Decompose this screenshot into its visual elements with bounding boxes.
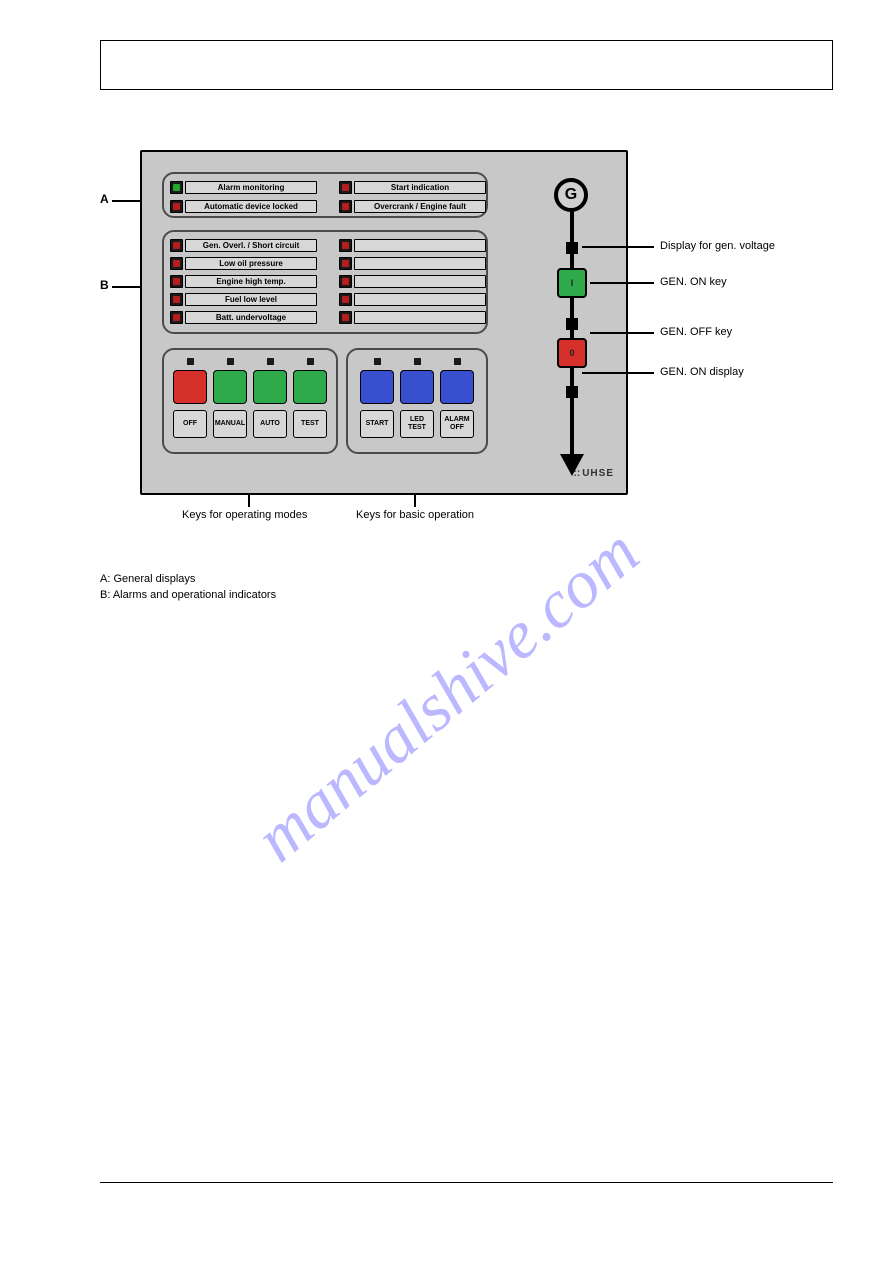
control-panel: Alarm monitoringAutomatic device locked … bbox=[140, 150, 628, 495]
key-label: LED TEST bbox=[400, 410, 434, 438]
generator-column: G I 0 bbox=[542, 178, 602, 478]
indicator bbox=[339, 309, 486, 325]
indicator: Batt. undervoltage bbox=[170, 309, 317, 325]
indicator-label bbox=[354, 275, 486, 288]
key-label: ALARM OFF bbox=[440, 410, 474, 438]
diagram: A B Alarm monitoring Automatic device loc… bbox=[100, 150, 760, 603]
indicator-label: Engine high temp. bbox=[185, 275, 317, 288]
legend-b: B: Alarms and operational indicators bbox=[100, 587, 760, 603]
callout-gen-on-display: GEN. ON display bbox=[660, 366, 744, 378]
red-led-icon bbox=[170, 293, 183, 306]
red-led-icon bbox=[339, 293, 352, 306]
indicator-label: Start indication bbox=[354, 181, 486, 194]
section-a: Alarm monitoringAutomatic device locked … bbox=[162, 172, 488, 218]
indicator-label: Batt. undervoltage bbox=[185, 311, 317, 324]
indicator-label: Alarm monitoring bbox=[185, 181, 317, 194]
indicator bbox=[339, 291, 486, 307]
indicator-label: Fuel low level bbox=[185, 293, 317, 306]
indicator: Overcrank / Engine fault bbox=[339, 198, 486, 214]
test-button[interactable] bbox=[293, 370, 327, 404]
red-led-icon bbox=[339, 257, 352, 270]
callout-line-1 bbox=[582, 246, 654, 248]
basic-caption: Keys for basic operation bbox=[356, 509, 474, 521]
section-b: Gen. Overl. / Short circuit Low oil press… bbox=[162, 230, 488, 334]
gen-off-key[interactable]: 0 bbox=[557, 338, 587, 368]
start-button[interactable] bbox=[360, 370, 394, 404]
led-test-button[interactable] bbox=[400, 370, 434, 404]
footer-line bbox=[100, 1182, 833, 1183]
key-indicator-icon bbox=[213, 358, 247, 368]
indicator-label bbox=[354, 239, 486, 252]
indicator-label: Gen. Overl. / Short circuit bbox=[185, 239, 317, 252]
indicator: Automatic device locked bbox=[170, 198, 317, 214]
key-indicator-icon bbox=[293, 358, 327, 368]
red-led-icon bbox=[170, 257, 183, 270]
alarm-off-button[interactable] bbox=[440, 370, 474, 404]
red-led-icon bbox=[170, 200, 183, 213]
red-led-icon bbox=[339, 239, 352, 252]
legend: A: General displays B: Alarms and operat… bbox=[100, 571, 760, 603]
indicator-label: Automatic device locked bbox=[185, 200, 317, 213]
indicator: Gen. Overl. / Short circuit bbox=[170, 237, 317, 253]
key-label: AUTO bbox=[253, 410, 287, 438]
header-box bbox=[100, 40, 833, 90]
indicator-label bbox=[354, 293, 486, 306]
callout-gen-voltage: Display for gen. voltage bbox=[660, 240, 775, 252]
gen-divider bbox=[566, 318, 578, 330]
legend-a: A: General displays bbox=[100, 571, 760, 587]
key-indicator-icon bbox=[360, 358, 394, 368]
off-button[interactable] bbox=[173, 370, 207, 404]
key-indicator-icon bbox=[173, 358, 207, 368]
indicator: Fuel low level bbox=[170, 291, 317, 307]
mode-keys-group: OFFMANUALAUTOTEST bbox=[162, 348, 338, 454]
generator-symbol: G bbox=[554, 178, 588, 212]
indicator-label: Overcrank / Engine fault bbox=[354, 200, 486, 213]
callout-line-3 bbox=[590, 332, 654, 334]
auto-button[interactable] bbox=[253, 370, 287, 404]
key-indicator-icon bbox=[253, 358, 287, 368]
red-led-icon bbox=[170, 311, 183, 324]
key-indicator-icon bbox=[440, 358, 474, 368]
side-label-a: A bbox=[100, 192, 109, 206]
red-led-icon bbox=[170, 275, 183, 288]
manual-button[interactable] bbox=[213, 370, 247, 404]
red-led-icon bbox=[339, 311, 352, 324]
indicator: Engine high temp. bbox=[170, 273, 317, 289]
key-label: OFF bbox=[173, 410, 207, 438]
gen-voltage-display bbox=[566, 242, 578, 254]
indicator-label bbox=[354, 257, 486, 270]
callout-gen-off-key: GEN. OFF key bbox=[660, 326, 732, 338]
callout-line-2 bbox=[590, 282, 654, 284]
indicator bbox=[339, 237, 486, 253]
red-led-icon bbox=[339, 275, 352, 288]
indicator: Start indication bbox=[339, 179, 486, 195]
red-led-icon bbox=[170, 239, 183, 252]
gen-on-display bbox=[566, 386, 578, 398]
red-led-icon bbox=[339, 181, 352, 194]
modes-caption: Keys for operating modes bbox=[182, 509, 307, 521]
callout-line-4 bbox=[582, 372, 654, 374]
indicator bbox=[339, 273, 486, 289]
key-indicator-icon bbox=[400, 358, 434, 368]
key-label: MANUAL bbox=[213, 410, 247, 438]
green-led-icon bbox=[170, 181, 183, 194]
red-led-icon bbox=[339, 200, 352, 213]
key-label: START bbox=[360, 410, 394, 438]
indicator bbox=[339, 255, 486, 271]
basic-keys-group: STARTLED TESTALARM OFF bbox=[346, 348, 488, 454]
gen-on-key[interactable]: I bbox=[557, 268, 587, 298]
brand-label: UHSE bbox=[574, 468, 614, 479]
key-label: TEST bbox=[293, 410, 327, 438]
indicator-label bbox=[354, 311, 486, 324]
callout-gen-on-key: GEN. ON key bbox=[660, 276, 727, 288]
side-label-b: B bbox=[100, 278, 109, 292]
indicator: Alarm monitoring bbox=[170, 179, 317, 195]
indicator-label: Low oil pressure bbox=[185, 257, 317, 270]
indicator: Low oil pressure bbox=[170, 255, 317, 271]
